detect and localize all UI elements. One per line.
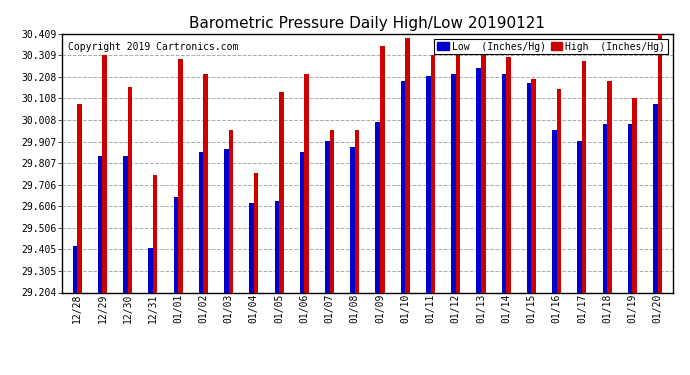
Bar	[405, 38, 410, 292]
Bar	[351, 147, 355, 292]
Bar	[249, 203, 254, 292]
Text: Copyright 2019 Cartronics.com: Copyright 2019 Cartronics.com	[68, 42, 239, 51]
Bar	[199, 152, 204, 292]
Bar	[607, 81, 611, 292]
Bar	[275, 201, 279, 292]
Bar	[380, 46, 384, 292]
Title: Barometric Pressure Daily High/Low 20190121: Barometric Pressure Daily High/Low 20190…	[190, 16, 545, 31]
Bar	[153, 175, 157, 292]
Bar	[299, 152, 304, 292]
Bar	[527, 83, 531, 292]
Bar	[502, 74, 506, 292]
Bar	[578, 141, 582, 292]
Bar	[557, 89, 561, 292]
Bar	[431, 55, 435, 292]
Bar	[77, 104, 82, 292]
Bar	[506, 57, 511, 292]
Bar	[204, 74, 208, 292]
Bar	[481, 44, 486, 292]
Bar	[174, 197, 178, 292]
Bar	[123, 156, 128, 292]
Bar	[178, 59, 183, 292]
Bar	[325, 141, 330, 292]
Bar	[98, 156, 103, 292]
Bar	[602, 124, 607, 292]
Bar	[375, 122, 380, 292]
Bar	[455, 55, 460, 292]
Bar	[224, 150, 228, 292]
Bar	[254, 173, 259, 292]
Bar	[552, 130, 557, 292]
Bar	[401, 81, 405, 292]
Legend: Low  (Inches/Hg), High  (Inches/Hg): Low (Inches/Hg), High (Inches/Hg)	[434, 39, 668, 54]
Bar	[632, 98, 637, 292]
Bar	[304, 74, 309, 292]
Bar	[355, 130, 359, 292]
Bar	[228, 130, 233, 292]
Bar	[582, 62, 586, 292]
Bar	[148, 248, 153, 292]
Bar	[330, 130, 334, 292]
Bar	[658, 33, 662, 292]
Bar	[128, 87, 132, 292]
Bar	[103, 55, 107, 292]
Bar	[279, 92, 284, 292]
Bar	[476, 68, 481, 292]
Bar	[72, 246, 77, 292]
Bar	[653, 104, 658, 292]
Bar	[451, 74, 455, 292]
Bar	[531, 79, 536, 292]
Bar	[426, 76, 431, 292]
Bar	[628, 124, 632, 292]
